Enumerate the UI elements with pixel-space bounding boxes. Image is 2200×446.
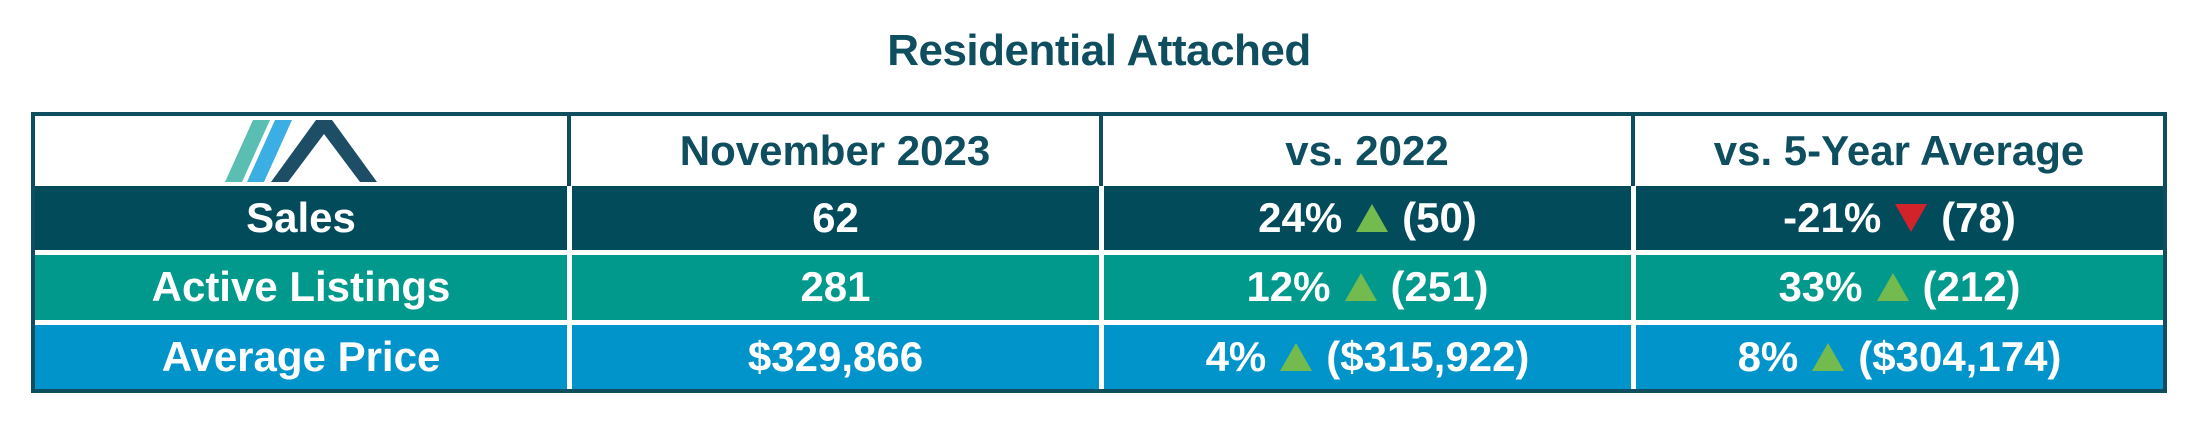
- table-row-active-listings: Active Listings 281 12% (251) 33% (212): [35, 255, 2163, 320]
- active-listings-vs-2022-percent: 12%: [1246, 263, 1331, 311]
- active-listings-vs-5yr-cell: 33% (212): [1631, 255, 2163, 320]
- table-row-average-price: Average Price $329,866 4% ($315,922) 8% …: [35, 324, 2163, 389]
- trend-up-icon: [1876, 273, 1909, 302]
- active-listings-vs-5yr-reference: (212): [1922, 263, 2021, 311]
- column-header-vs-5-year-average: vs. 5-Year Average: [1631, 116, 2163, 186]
- sales-vs-5yr-reference: (78): [1941, 194, 2016, 242]
- sales-vs-2022-cell: 24% (50): [1099, 186, 1631, 251]
- table-row-sales: Sales 62 24% (50) -21% (78): [35, 186, 2163, 251]
- average-price-current-value: $329,866: [567, 324, 1099, 389]
- sales-vs-2022-percent: 24%: [1258, 194, 1343, 242]
- average-price-vs-2022-percent: 4%: [1205, 332, 1267, 380]
- active-listings-label: Active Listings: [35, 255, 567, 320]
- average-price-vs-2022-reference: ($315,922): [1326, 332, 1530, 380]
- trend-up-icon: [1356, 204, 1389, 233]
- column-header-vs-2022: vs. 2022: [1099, 116, 1631, 186]
- sales-label: Sales: [35, 186, 567, 251]
- sales-current-value: 62: [567, 186, 1099, 251]
- average-price-vs-2022-cell: 4% ($315,922): [1099, 324, 1631, 389]
- sales-vs-2022-reference: (50): [1402, 194, 1477, 242]
- trend-down-icon: [1895, 204, 1928, 233]
- average-price-label: Average Price: [35, 324, 567, 389]
- column-header-november-2023: November 2023: [567, 116, 1099, 186]
- active-listings-vs-2022-cell: 12% (251): [1099, 255, 1631, 320]
- trend-up-icon: [1344, 273, 1377, 302]
- active-listings-vs-2022-reference: (251): [1390, 263, 1489, 311]
- brand-roof-icon: [225, 120, 377, 182]
- page-title: Residential Attached: [887, 26, 1311, 75]
- brand-logo-cell: [35, 116, 567, 186]
- table-header-row: November 2023 vs. 2022 vs. 5-Year Averag…: [35, 116, 2163, 186]
- sales-vs-5yr-percent: -21%: [1783, 194, 1882, 242]
- trend-up-icon: [1280, 342, 1313, 371]
- active-listings-current-value: 281: [567, 255, 1099, 320]
- stats-table: November 2023 vs. 2022 vs. 5-Year Averag…: [31, 112, 2167, 393]
- average-price-vs-5yr-cell: 8% ($304,174): [1631, 324, 2163, 389]
- sales-vs-5yr-cell: -21% (78): [1631, 186, 2163, 251]
- average-price-vs-5yr-percent: 8%: [1737, 332, 1799, 380]
- trend-up-icon: [1812, 342, 1845, 371]
- active-listings-vs-5yr-percent: 33%: [1778, 263, 1863, 311]
- average-price-vs-5yr-reference: ($304,174): [1858, 332, 2062, 380]
